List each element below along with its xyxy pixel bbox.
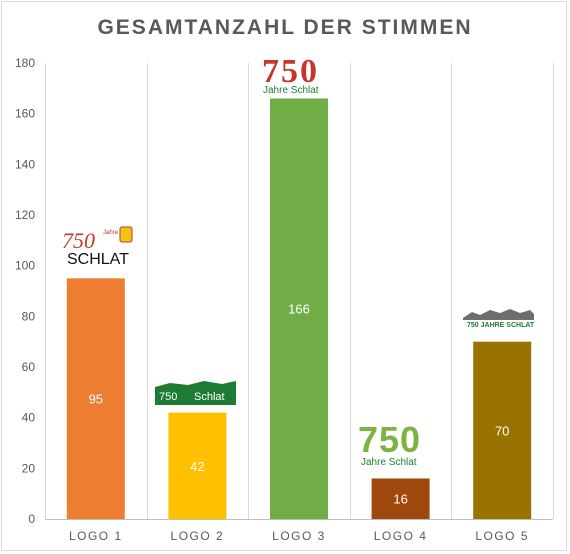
y-tick-label: 180	[15, 56, 35, 70]
y-tick-label: 160	[15, 107, 35, 121]
svg-text:750: 750	[262, 53, 319, 90]
category-label: LOGO 5	[475, 529, 529, 543]
data-label: 95	[89, 392, 103, 407]
y-tick-label: 100	[15, 259, 35, 273]
data-label: 16	[393, 492, 407, 507]
svg-text:SCHLAT: SCHLAT	[67, 251, 129, 268]
category-label: LOGO 3	[272, 529, 326, 543]
logo-1-image: 750 Jahre SCHLAT	[62, 226, 133, 268]
svg-text:750 JAHRE SCHLAT: 750 JAHRE SCHLAT	[467, 322, 535, 329]
bar	[473, 341, 532, 519]
svg-text:750: 750	[62, 228, 95, 253]
logo-2-image: 750 Schlat	[155, 381, 236, 405]
logo-3-image: 750 Jahre Schlat	[262, 53, 319, 96]
svg-text:750: 750	[358, 419, 421, 460]
svg-text:Jahre Schlat: Jahre Schlat	[361, 457, 417, 468]
logo-4-image: 750 Jahre Schlat	[358, 419, 421, 468]
svg-text:750: 750	[159, 391, 177, 403]
chart-title: GESAMTANZAHL DER STIMMEN	[97, 16, 473, 39]
y-tick-label: 120	[15, 208, 35, 222]
bar	[270, 98, 328, 519]
data-label: 70	[495, 423, 509, 438]
svg-text:Schlat: Schlat	[194, 391, 225, 403]
y-tick-label: 140	[15, 157, 35, 171]
bar	[371, 478, 430, 519]
category-label: LOGO 4	[374, 529, 428, 543]
y-tick-label: 20	[22, 461, 36, 475]
y-tick-label: 40	[22, 411, 36, 425]
logo-5-image: 750 JAHRE SCHLAT	[463, 309, 535, 329]
bar	[168, 412, 227, 519]
category-label: LOGO 1	[69, 529, 123, 543]
svg-text:Jahre: Jahre	[103, 230, 119, 236]
y-tick-label: 80	[22, 309, 36, 323]
bar	[66, 278, 125, 519]
data-label: 166	[288, 302, 310, 317]
data-label: 42	[190, 459, 204, 474]
y-tick-label: 60	[22, 360, 36, 374]
y-tick-label: 0	[28, 512, 35, 526]
category-label: LOGO 2	[171, 529, 225, 543]
svg-text:Jahre Schlat: Jahre Schlat	[263, 85, 319, 96]
